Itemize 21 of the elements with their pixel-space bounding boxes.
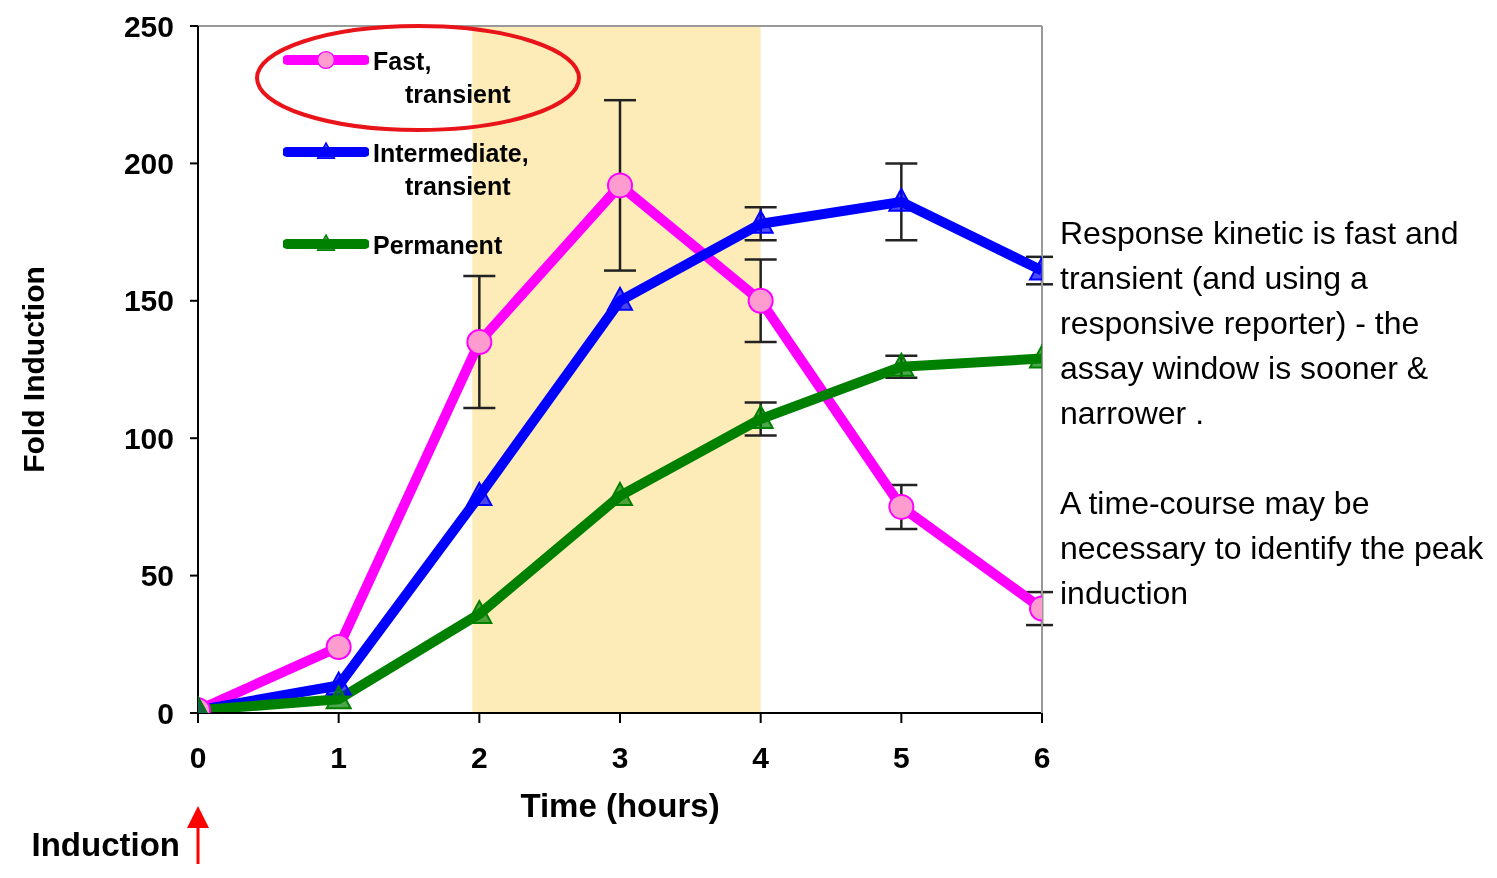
x-tick-label: 0 <box>189 741 207 775</box>
y-axis-title: Fold Induction <box>16 266 50 473</box>
x-tick-label: 2 <box>470 741 488 775</box>
y-tick-label: 0 <box>157 696 174 730</box>
legend-label: Intermediate, transient <box>373 138 530 202</box>
text: Response kinetic is fast and transient (and using a responsive reporter) - the assay window is sooner & narrower . <box>1060 214 1460 433</box>
legend-label: Fast, transient <box>373 46 512 110</box>
y-tick-label: 200 <box>123 147 174 181</box>
x-tick-label: 5 <box>892 741 910 775</box>
x-tick-label: 6 <box>1033 741 1051 775</box>
legend-label: Permanent <box>373 230 504 261</box>
x-tick-label: 3 <box>611 741 629 775</box>
text: Induction <box>30 826 180 864</box>
x-tick-label: 4 <box>752 741 770 775</box>
text: A time-course may be necessary to identify the peak induction <box>1060 484 1485 613</box>
y-tick-label: 150 <box>123 284 174 318</box>
y-tick-label: 50 <box>140 559 174 593</box>
y-tick-label: 250 <box>123 9 174 43</box>
y-tick-label: 100 <box>123 421 174 455</box>
x-tick-label: 1 <box>330 741 348 775</box>
x-axis-title: Time (hours) <box>520 787 720 824</box>
